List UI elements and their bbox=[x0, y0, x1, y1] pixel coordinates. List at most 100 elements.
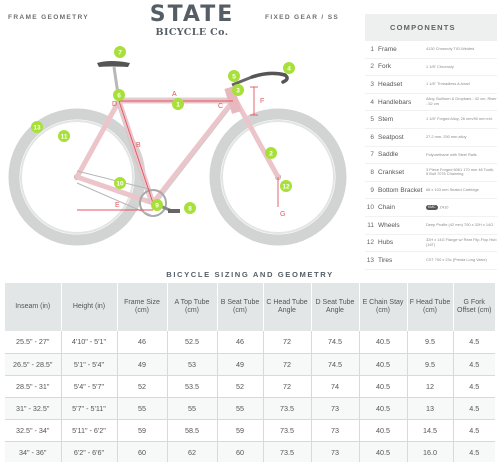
table-cell: 6'2" - 6'6" bbox=[61, 441, 118, 462]
table-cell: 34" - 36" bbox=[5, 441, 62, 462]
stem bbox=[231, 75, 253, 87]
marker-13: 13 bbox=[31, 121, 43, 133]
state-bicycle-logo: STATE BICYCLE Co. bbox=[143, 4, 241, 44]
table-cell: 14.5 bbox=[407, 419, 454, 442]
component-spec: 4130 Chromoly TIG-Welded bbox=[426, 46, 497, 52]
table-cell: 40.5 bbox=[359, 419, 408, 442]
component-spec-text: 32H x 14G Flange w/ Rear Flip-Flop Hub (… bbox=[426, 237, 497, 247]
table-cell: 4.5 bbox=[453, 397, 495, 420]
column-header: B Seat Tube (cm) bbox=[217, 283, 264, 331]
table-cell: 40.5 bbox=[359, 353, 408, 376]
table-cell: 59 bbox=[117, 419, 168, 442]
svg-text:10: 10 bbox=[116, 181, 124, 188]
svg-text:12: 12 bbox=[282, 184, 290, 191]
svg-text:13: 13 bbox=[33, 125, 41, 132]
table-cell: 73.5 bbox=[263, 397, 312, 420]
component-row: 5 Stem 1 1/8" Forged Alloy, 26 mm/90 mm ex… bbox=[365, 111, 497, 129]
marker-12: 12 bbox=[280, 180, 292, 192]
sizing-header-row: Inseam (in) Height (in) Frame Size (cm) A T… bbox=[5, 283, 495, 331]
head-tube bbox=[224, 86, 242, 114]
table-cell: 12 bbox=[407, 375, 454, 398]
component-number: 11 bbox=[367, 221, 374, 229]
kmc-badge: KMC bbox=[426, 205, 438, 210]
component-spec-text: Deep Profile (42 mm) 700 x 32H x 14G bbox=[426, 221, 494, 227]
component-number: 7 bbox=[370, 151, 374, 159]
marker-4: 4 bbox=[283, 62, 295, 74]
component-spec-text: 1 1/8" Forged Alloy, 26 mm/90 mm ext. bbox=[426, 116, 493, 122]
component-number: 2 bbox=[370, 63, 374, 71]
table-cell: 40.5 bbox=[359, 441, 408, 462]
table-cell: 59 bbox=[217, 419, 264, 442]
table-cell: 49 bbox=[217, 353, 264, 376]
table-cell: 55 bbox=[167, 397, 218, 420]
marker-2: 2 bbox=[265, 147, 277, 159]
column-header: G Fork Offset (cm) bbox=[453, 283, 495, 331]
table-cell: 16.0 bbox=[407, 441, 454, 462]
pedal bbox=[168, 209, 180, 213]
component-row: 8 Crankset 3 Piece Forged 6061 170 mm 46 T… bbox=[365, 164, 497, 182]
component-name: Wheels bbox=[378, 221, 400, 229]
table-cell: 31" - 32.5" bbox=[5, 397, 62, 420]
svg-text:11: 11 bbox=[61, 134, 68, 141]
table-cell: 4.5 bbox=[453, 441, 495, 462]
marker-5: 5 bbox=[228, 70, 240, 82]
component-name: Hubs bbox=[378, 239, 394, 247]
table-cell: 73 bbox=[311, 441, 360, 462]
table-cell: 4.5 bbox=[453, 375, 495, 398]
component-spec-text: 27.2 mm, 250 mm alloy bbox=[426, 133, 467, 139]
svg-text:1: 1 bbox=[176, 102, 180, 109]
component-name: Chain bbox=[378, 204, 395, 212]
table-cell: 72 bbox=[263, 375, 312, 398]
component-spec: 1 1/8" Chromoly bbox=[426, 64, 497, 70]
column-header: F Head Tube (cm) bbox=[407, 283, 454, 331]
table-cell: 40.5 bbox=[359, 397, 408, 420]
component-spec: Alloy, Bullhorn & Dropbars - 42 cm, Rise… bbox=[426, 97, 497, 106]
component-spec-text: Polyurethane with Steel Rails bbox=[426, 151, 477, 157]
table-cell: 13 bbox=[407, 397, 454, 420]
geometry-letter-b: B bbox=[136, 142, 141, 149]
sizing-title: BICYCLE SIZING AND GEOMETRY bbox=[166, 270, 334, 279]
svg-text:4: 4 bbox=[287, 66, 291, 73]
table-row: 34" - 36" 6'2" - 6'6" 60 62 60 73.5 73 40.5 16.0… bbox=[5, 441, 495, 462]
component-row: 4 Handlebars Alloy, Bullhorn & Dropbars - … bbox=[365, 94, 497, 112]
sizing-body: 25.5" - 27" 4'10" - 5'1" 46 52.5 46 72 74.5 40.… bbox=[5, 331, 495, 462]
table-row: 31" - 32.5" 5'7" - 5'11" 55 55 55 73.5 73 40.5 1… bbox=[5, 397, 495, 420]
table-row: 32.5" - 34" 5'11" - 6'2" 59 58.5 59 73.5 73 40.… bbox=[5, 419, 495, 442]
table-cell: 52 bbox=[217, 375, 264, 398]
component-spec-text: 4130 Chromoly TIG-Welded bbox=[426, 46, 475, 51]
table-cell: 9.5 bbox=[407, 331, 454, 354]
component-number: 3 bbox=[370, 80, 374, 88]
table-cell: 46 bbox=[217, 331, 264, 354]
component-number: 6 bbox=[370, 133, 374, 141]
svg-text:9: 9 bbox=[155, 203, 159, 210]
marker-1: 1 bbox=[172, 98, 184, 110]
table-cell: 72 bbox=[263, 331, 312, 354]
table-cell: 73.5 bbox=[263, 419, 312, 442]
table-cell: 4.5 bbox=[453, 331, 495, 354]
component-row: 1 Frame 4130 Chromoly TIG-Welded bbox=[365, 41, 497, 59]
table-cell: 53 bbox=[167, 353, 218, 376]
component-name: Headset bbox=[378, 80, 403, 88]
component-spec-text: 68 x 103 mm Sealed Cartridge bbox=[426, 186, 479, 192]
component-number: 5 bbox=[370, 116, 374, 124]
frame-geometry-label: FRAME GEOMETRY bbox=[8, 14, 89, 21]
component-name: Handlebars bbox=[378, 98, 412, 106]
column-header: Height (in) bbox=[61, 283, 118, 331]
table-cell: 28.5" - 31" bbox=[5, 375, 62, 398]
components-list: 1 Frame 4130 Chromoly TIG-Welded 2 Fork 1 1/8… bbox=[365, 41, 497, 270]
bike-frame bbox=[74, 92, 281, 206]
fixed-gear-label: FIXED GEAR / SS bbox=[265, 14, 340, 21]
component-spec-text: CST 700 x 23c (Presta Long Valve) bbox=[426, 257, 487, 263]
component-spec: 68 x 103 mm Sealed Cartridge bbox=[426, 186, 497, 193]
table-cell: 49 bbox=[117, 353, 168, 376]
table-cell: 55 bbox=[217, 397, 264, 420]
geometry-letters: A B C D E F G bbox=[112, 91, 285, 218]
marker-6: 6 bbox=[113, 89, 125, 101]
marker-11: 11 bbox=[58, 130, 70, 142]
svg-text:6: 6 bbox=[117, 93, 121, 100]
table-cell: 73 bbox=[311, 397, 360, 420]
table-cell: 5'7" - 5'11" bbox=[61, 397, 118, 420]
component-spec: KMC Z410 bbox=[426, 205, 497, 210]
component-number: 8 bbox=[370, 168, 374, 176]
component-number: 12 bbox=[366, 239, 374, 247]
